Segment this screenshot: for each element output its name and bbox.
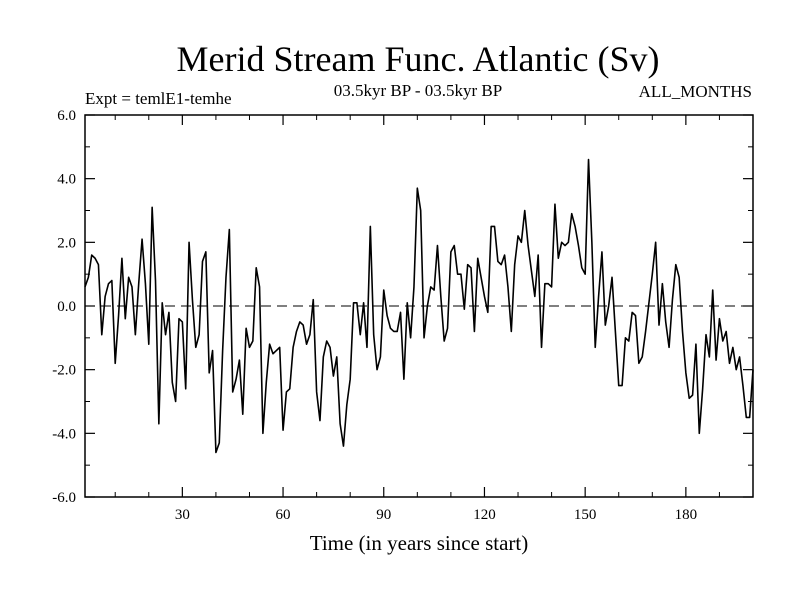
x-axis-label: Time (in years since start) xyxy=(310,531,529,555)
experiment-label: Expt = temlE1-temhe xyxy=(85,89,232,108)
x-tick-label: 60 xyxy=(276,507,291,523)
x-tick-label: 180 xyxy=(675,507,698,523)
x-tick-label: 30 xyxy=(175,507,190,523)
x-tick-label: 120 xyxy=(473,507,496,523)
months-label: ALL_MONTHS xyxy=(639,82,752,101)
x-tick-label: 90 xyxy=(376,507,391,523)
y-tick-label: 4.0 xyxy=(57,172,76,188)
series-line xyxy=(84,158,754,454)
y-tick-label: 6.0 xyxy=(57,108,76,124)
period-label: 03.5kyr BP - 03.5kyr BP xyxy=(334,81,502,100)
chart-title: Merid Stream Func. Atlantic (Sv) xyxy=(177,39,660,79)
y-tick-label: 0.0 xyxy=(57,299,76,315)
y-tick-label: 2.0 xyxy=(57,235,76,251)
y-tick-label: -6.0 xyxy=(52,490,76,506)
axis-ticks: 30 60 90 120 150 180 6.0 4.0 2.0 0.0 -2.0 -4.0 -6.0 xyxy=(52,108,753,523)
y-tick-label: -4.0 xyxy=(52,426,76,442)
x-tick-label: 150 xyxy=(574,507,597,523)
y-tick-label: -2.0 xyxy=(52,363,76,379)
